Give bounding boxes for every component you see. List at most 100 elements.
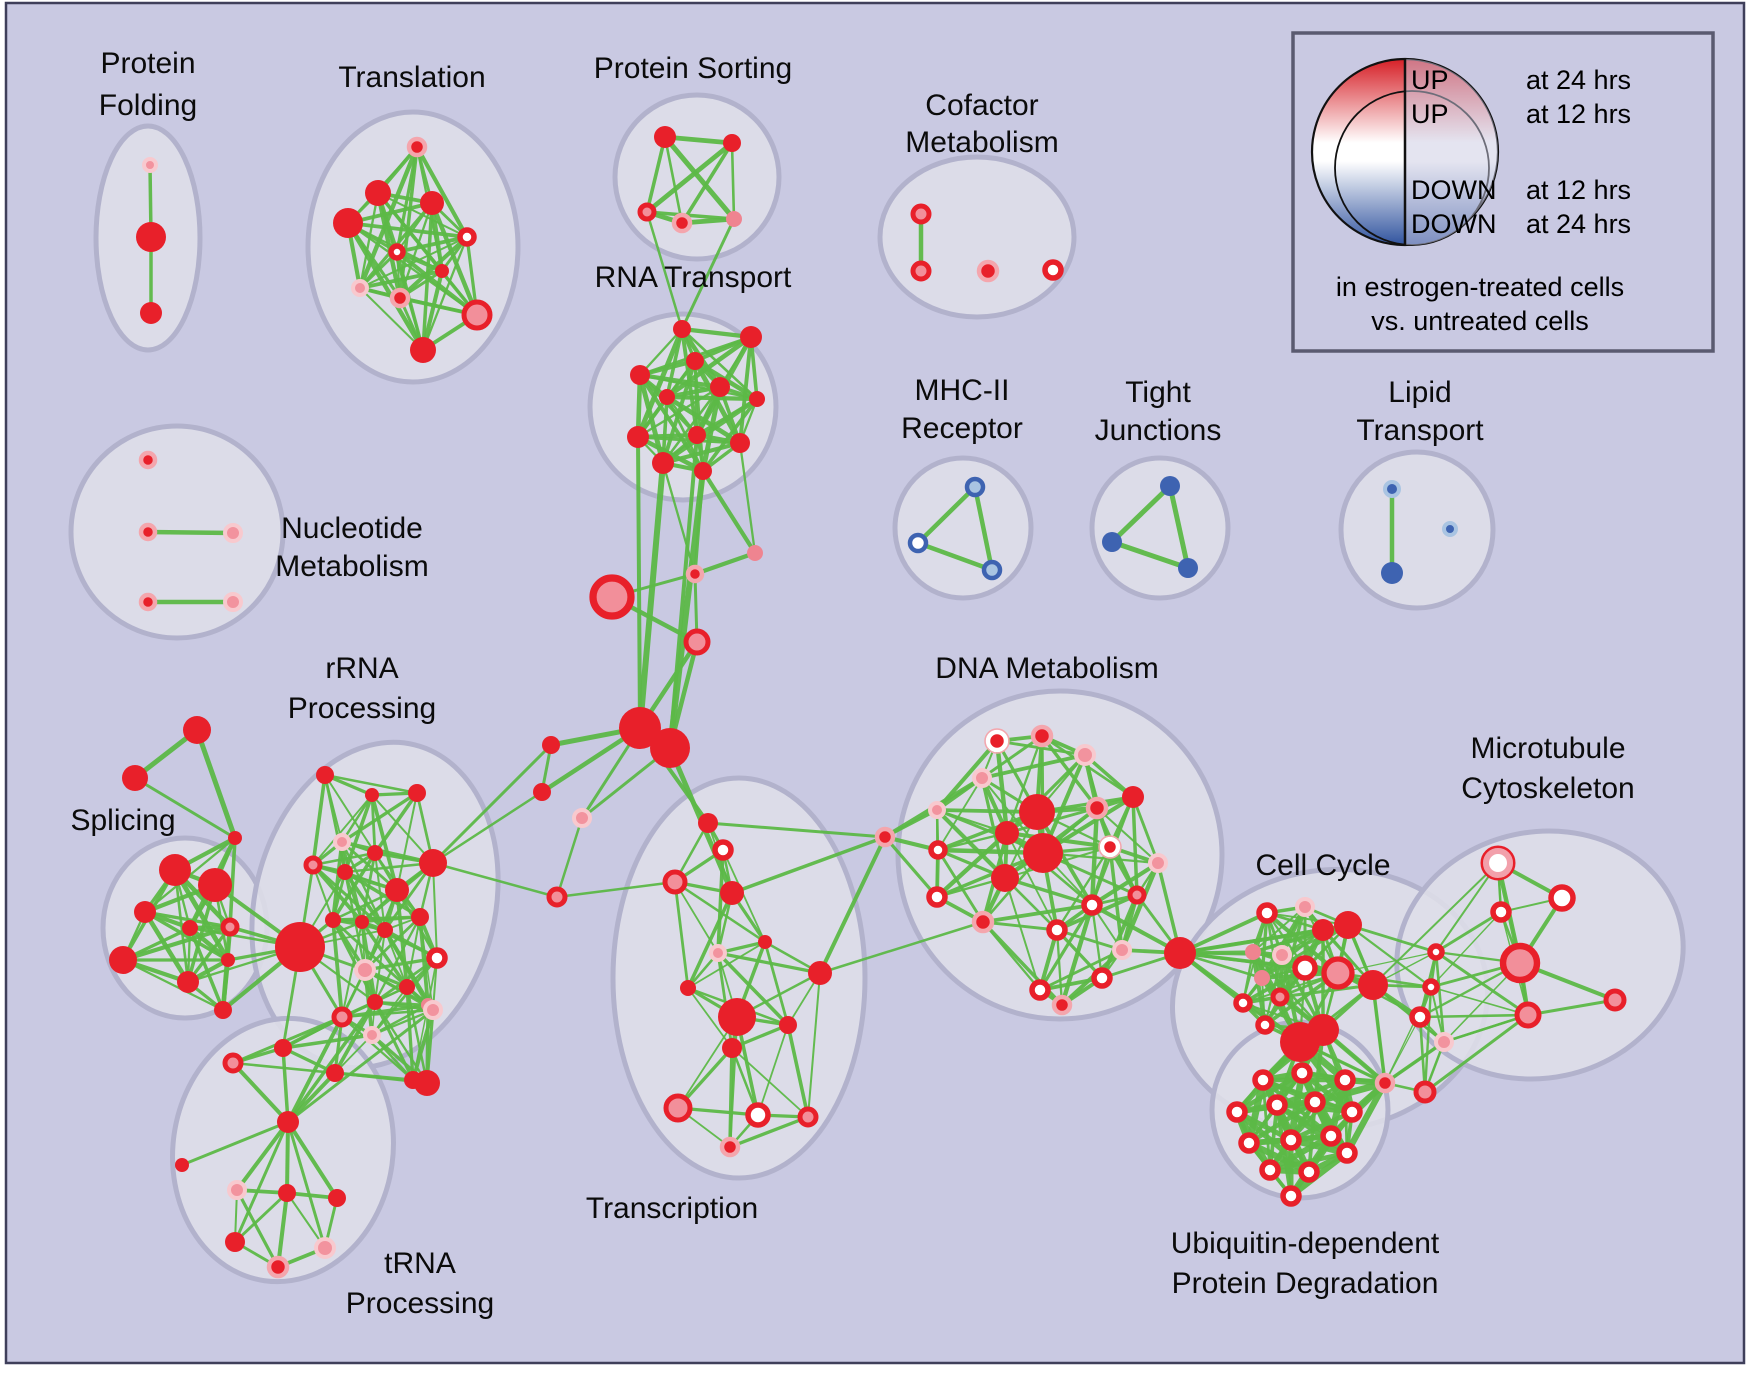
interaction-edge	[636, 435, 642, 730]
interaction-edge	[235, 1120, 290, 1192]
gene-node	[686, 352, 704, 370]
interaction-edge	[757, 1024, 789, 1116]
interaction-edge	[1267, 1133, 1334, 1173]
interaction-edge	[421, 235, 469, 352]
gene-node	[546, 886, 568, 908]
cluster-label-tight-junctions: Junctions	[1095, 414, 1222, 447]
interaction-edge	[638, 327, 684, 377]
interaction-edge	[716, 951, 822, 975]
interaction-edge	[731, 1047, 809, 1118]
gene-node	[1023, 833, 1063, 873]
interaction-edge	[1006, 832, 1058, 931]
gene-node	[1280, 1185, 1302, 1207]
gene-node	[533, 783, 551, 801]
gene-node	[142, 157, 158, 173]
cluster-label-trna-processing: Processing	[346, 1287, 494, 1320]
interaction-edge	[668, 433, 699, 750]
interaction-edge	[660, 396, 760, 466]
cluster-label-nucleotide-metabolism: Metabolism	[275, 550, 428, 583]
interaction-edge	[286, 1120, 327, 1250]
interaction-edge	[818, 920, 985, 975]
interaction-edge	[370, 793, 377, 855]
interaction-edge	[807, 972, 821, 1118]
gene-node	[1334, 911, 1362, 939]
interaction-edge	[1430, 986, 1529, 1016]
gene-node	[1307, 1014, 1339, 1046]
interaction-edge	[981, 903, 1094, 924]
gene-node	[1321, 956, 1355, 990]
cluster-label-protein-folding: Folding	[99, 89, 197, 122]
gene-node	[650, 728, 690, 768]
gene-node-outline	[984, 728, 1010, 754]
gene-node	[278, 1184, 296, 1202]
gene-node	[316, 766, 334, 784]
interaction-edge	[673, 880, 767, 944]
gene-node	[333, 833, 351, 851]
cluster-label-ubiquitin-degradation: Protein Degradation	[1172, 1267, 1439, 1300]
gene-node	[619, 707, 661, 749]
gene-node	[1434, 1032, 1454, 1052]
interaction-edge	[346, 221, 469, 239]
interaction-edge	[1055, 928, 1104, 980]
gene-node	[730, 433, 750, 453]
cluster-label-transcription: Transcription	[586, 1192, 758, 1225]
gene-node	[1499, 942, 1541, 984]
interaction-edge	[282, 1001, 376, 1049]
gene-node	[220, 917, 240, 937]
interaction-edge	[188, 926, 225, 1012]
gene-node	[414, 1070, 440, 1096]
interaction-edge	[312, 864, 334, 921]
interaction-edge	[194, 727, 238, 841]
interaction-edge	[730, 1023, 790, 1050]
interaction-edge	[1119, 860, 1161, 953]
interaction-edge	[331, 840, 344, 922]
interaction-edge	[555, 816, 584, 899]
interaction-edge	[358, 191, 380, 290]
gene-node	[722, 1038, 742, 1058]
gene-node	[333, 208, 363, 238]
gene-node	[720, 881, 744, 905]
interaction-edge	[673, 880, 690, 990]
interaction-edge	[936, 848, 985, 924]
cluster-label-cofactor-metabolism: Cofactor	[925, 89, 1038, 122]
interaction-edge	[414, 144, 470, 240]
gene-node	[426, 947, 448, 969]
gene-node	[303, 855, 323, 875]
interaction-edge	[286, 1015, 344, 1124]
interaction-edge	[645, 210, 684, 331]
legend-time-label: at 24 hrs	[1526, 65, 1631, 95]
gene-node	[1127, 885, 1147, 905]
interaction-edge	[1234, 1070, 1305, 1115]
gene-node	[365, 788, 379, 802]
interaction-edge	[981, 920, 1059, 932]
interaction-edge	[662, 134, 735, 146]
interaction-edge	[373, 915, 422, 1004]
interaction-edge	[340, 1008, 435, 1019]
gene-node	[797, 1106, 819, 1128]
cluster-label-rna-transport: RNA Transport	[595, 261, 792, 294]
interaction-edge	[1089, 902, 1183, 956]
interaction-edge	[370, 956, 439, 1037]
gene-node-outline	[1480, 845, 1516, 881]
interaction-edge	[679, 326, 754, 340]
gene-node	[227, 1180, 247, 1200]
interaction-edge	[883, 835, 939, 899]
gene-node	[779, 1016, 797, 1034]
interaction-edge	[818, 835, 887, 975]
gene-node	[1046, 919, 1068, 941]
gene-node	[1334, 1069, 1356, 1091]
interaction-edge	[1343, 1079, 1389, 1157]
gene-node-outline	[1098, 835, 1122, 859]
legend-time-label: at 24 hrs	[1526, 209, 1631, 239]
gene-node	[694, 462, 712, 480]
gene-node	[325, 912, 341, 928]
gene-node	[654, 126, 676, 148]
cluster-label-cofactor-metabolism: Metabolism	[905, 126, 1058, 159]
gene-node	[808, 961, 832, 985]
gene-node	[1280, 1129, 1302, 1151]
gene-node	[1122, 786, 1144, 808]
interaction-edge	[637, 460, 666, 731]
gene-node	[275, 922, 325, 972]
gene-node	[976, 259, 1000, 283]
gene-node	[712, 839, 734, 861]
